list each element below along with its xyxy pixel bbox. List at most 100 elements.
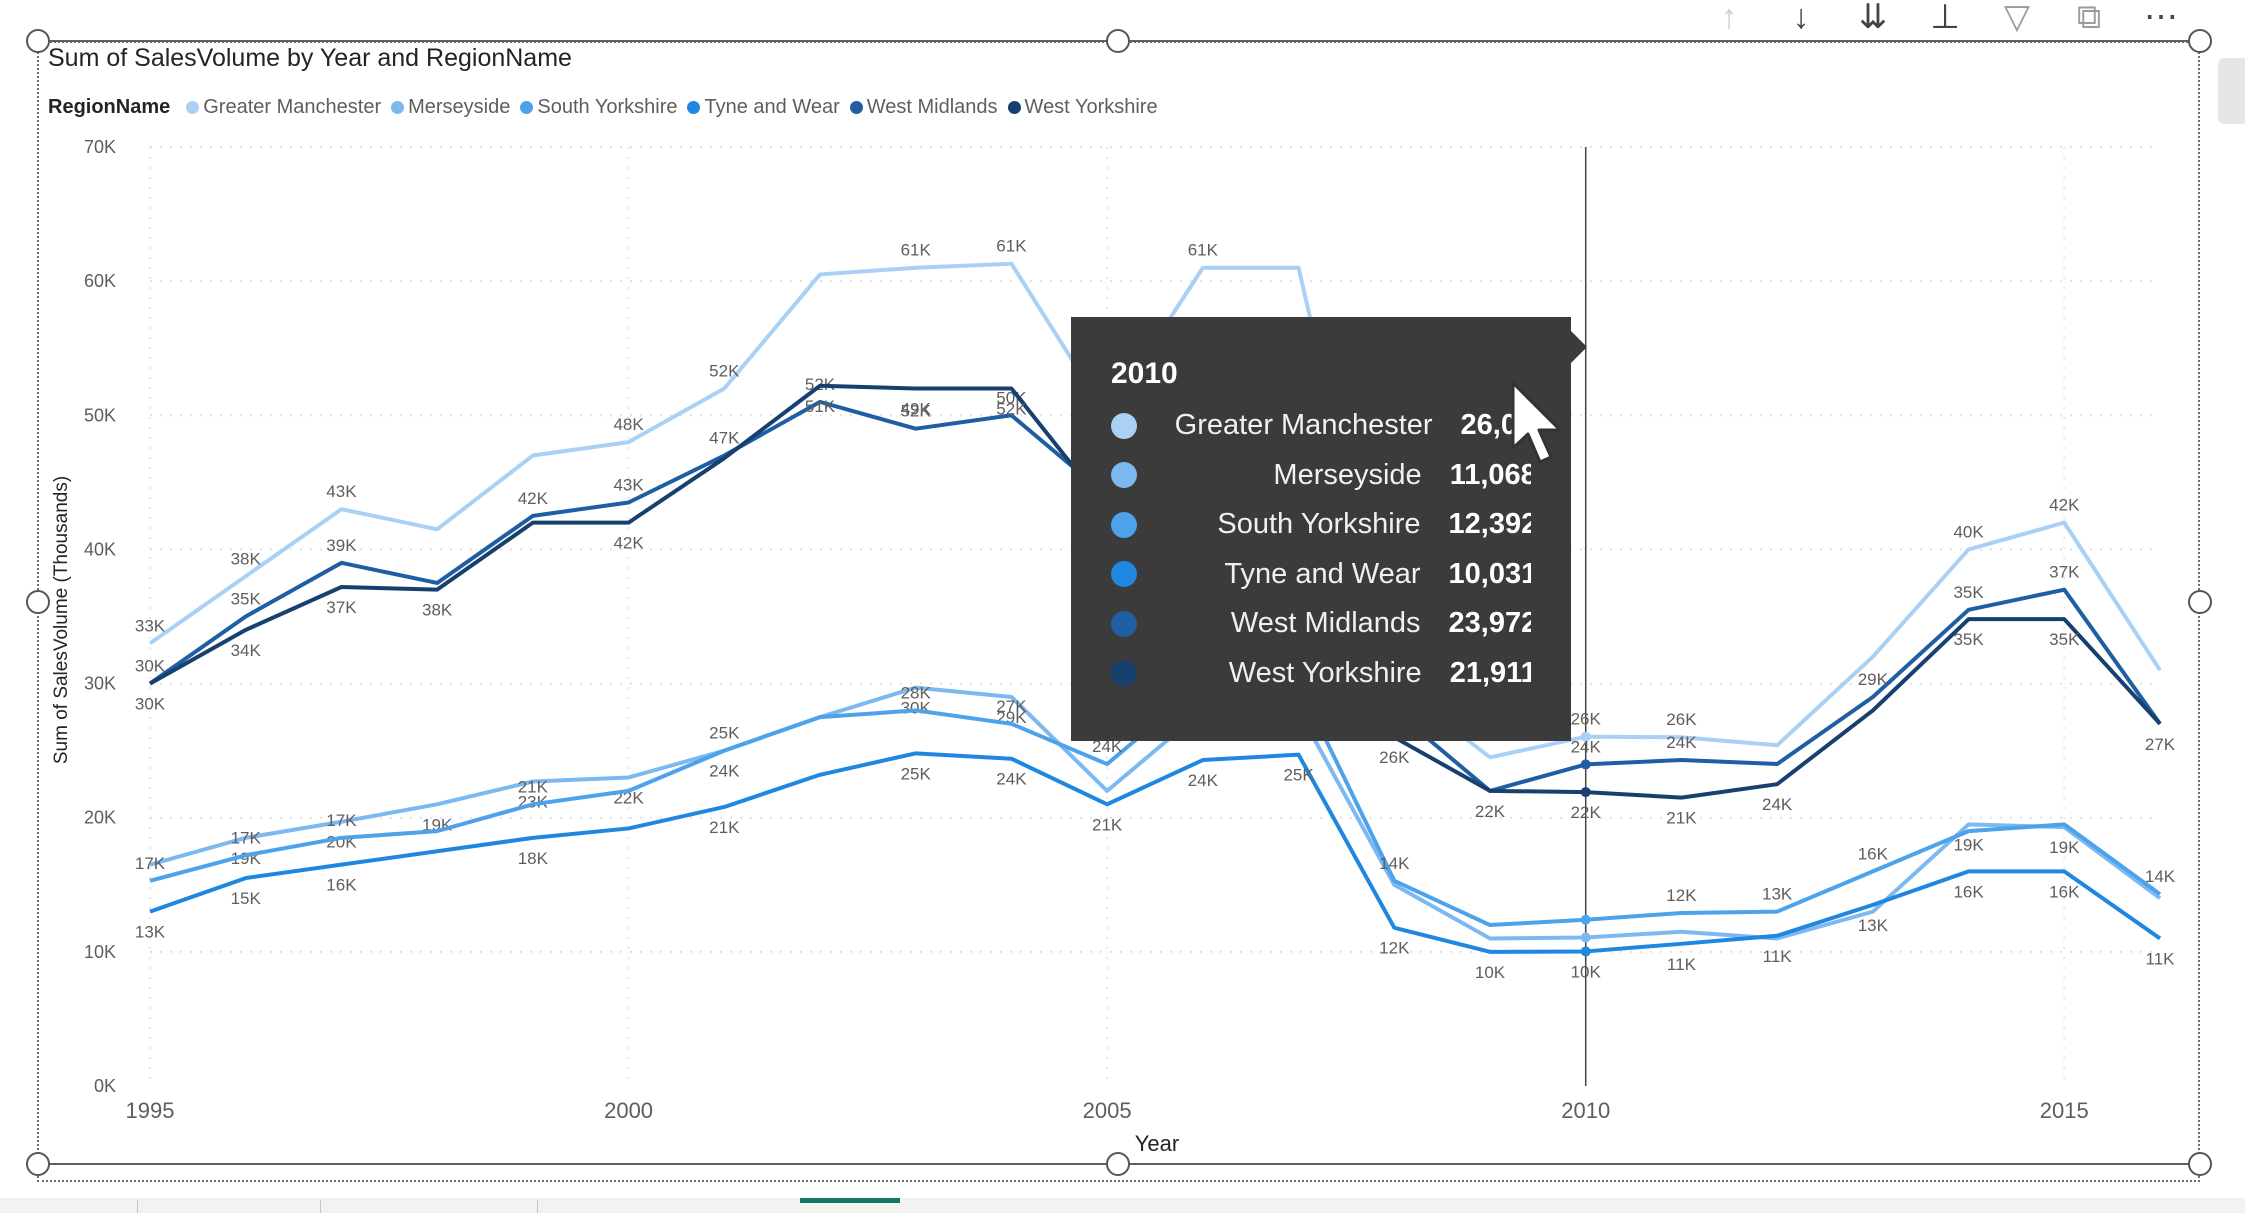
legend-marker-icon bbox=[520, 101, 534, 114]
legend-item[interactable]: West Yorkshire bbox=[1007, 96, 1158, 119]
data-label: 10K bbox=[1571, 962, 1602, 981]
data-point bbox=[1580, 731, 1591, 742]
tooltip-series-name: Greater Manchester bbox=[1174, 409, 1433, 442]
filters-pane-tab[interactable] bbox=[2218, 58, 2245, 124]
tooltip-series-marker-icon bbox=[1111, 511, 1137, 538]
x-tick-label: 2000 bbox=[604, 1098, 653, 1123]
data-point bbox=[1580, 932, 1591, 943]
tooltip-series-marker-icon bbox=[1111, 660, 1137, 687]
data-label: 22K bbox=[1571, 803, 1602, 822]
data-label: 10K bbox=[1475, 963, 1506, 982]
series-line-merseyside bbox=[149, 685, 2162, 941]
more-options-icon[interactable]: ⋯ bbox=[2144, 0, 2178, 36]
data-label: 17K bbox=[326, 811, 357, 830]
resize-handle-top-right[interactable] bbox=[2188, 29, 2212, 53]
data-point bbox=[1580, 759, 1591, 770]
focus-mode-icon[interactable]: ⧉ bbox=[2076, 0, 2102, 36]
data-label: 15K bbox=[231, 889, 262, 908]
data-label: 21K bbox=[518, 777, 549, 796]
data-label: 19K bbox=[2049, 838, 2080, 857]
data-label: 17K bbox=[231, 828, 262, 847]
expand-hierarchy-icon[interactable]: ⊥ bbox=[1930, 0, 1960, 36]
legend-marker-icon bbox=[186, 101, 200, 114]
data-label: 24K bbox=[1092, 737, 1123, 756]
tooltip-series-value: 21,911 bbox=[1449, 656, 1531, 689]
resize-handle-bottom-left[interactable] bbox=[26, 1152, 50, 1176]
data-label: 33K bbox=[135, 616, 166, 635]
data-label: 39K bbox=[326, 536, 357, 555]
legend-item[interactable]: Merseyside bbox=[391, 96, 510, 119]
data-label: 25K bbox=[709, 724, 740, 743]
data-label: 40K bbox=[1953, 522, 1984, 541]
data-label: 35K bbox=[1953, 630, 1984, 649]
legend-item[interactable]: Tyne and Wear bbox=[687, 96, 840, 119]
resize-handle-bottom-center[interactable] bbox=[1106, 1152, 1130, 1176]
data-label: 49K bbox=[901, 399, 932, 418]
data-label: 18K bbox=[518, 849, 549, 868]
y-tick-label: 60K bbox=[84, 271, 116, 291]
data-label: 25K bbox=[901, 764, 932, 783]
legend-item[interactable]: West Midlands bbox=[849, 96, 998, 119]
data-label: 26K bbox=[1571, 710, 1602, 729]
data-point bbox=[1580, 787, 1591, 798]
data-label: 42K bbox=[2049, 496, 2080, 515]
data-label: 38K bbox=[231, 549, 262, 568]
expand-all-icon[interactable]: ⇊ bbox=[1858, 0, 1888, 36]
tooltip-row: West Yorkshire 21,911 bbox=[1111, 649, 1531, 699]
legend-item[interactable]: Greater Manchester bbox=[186, 96, 381, 119]
tooltip-pointer bbox=[1571, 331, 1587, 363]
data-label: 26K bbox=[1666, 710, 1697, 729]
tooltip-row: South Yorkshire 12,392 bbox=[1111, 500, 1531, 550]
drill-down-icon[interactable]: ↓ bbox=[1792, 0, 1810, 36]
data-label: 37K bbox=[326, 598, 357, 617]
tooltip-series-marker-icon bbox=[1111, 412, 1137, 439]
x-tick-label: 2010 bbox=[1561, 1098, 1610, 1123]
data-label: 42K bbox=[518, 489, 549, 508]
legend-item-label: South Yorkshire bbox=[537, 96, 678, 118]
data-label: 61K bbox=[1188, 241, 1219, 260]
data-label: 16K bbox=[2049, 882, 2080, 901]
y-tick-label: 50K bbox=[84, 405, 116, 425]
legend-title: RegionName bbox=[48, 96, 171, 118]
legend-item[interactable]: South Yorkshire bbox=[520, 96, 677, 119]
data-label: 61K bbox=[996, 237, 1027, 256]
resize-handle-top-left[interactable] bbox=[26, 29, 50, 53]
data-label: 28K bbox=[901, 683, 932, 702]
y-tick-label: 20K bbox=[84, 808, 116, 828]
y-tick-label: 40K bbox=[84, 539, 116, 559]
data-label: 52K bbox=[996, 399, 1027, 418]
data-point bbox=[1580, 946, 1591, 957]
tooltip-series-value: 23,972 bbox=[1448, 607, 1531, 640]
data-label: 48K bbox=[613, 415, 644, 434]
data-label: 50K bbox=[996, 388, 1027, 407]
data-label: 38K bbox=[422, 601, 453, 620]
data-label: 52K bbox=[901, 402, 932, 421]
legend-marker-icon bbox=[391, 101, 405, 114]
data-label: 17K bbox=[135, 854, 166, 873]
data-label: 30K bbox=[135, 657, 166, 676]
data-label: 22K bbox=[1475, 802, 1506, 821]
data-label: 13K bbox=[135, 923, 166, 942]
data-label: 35K bbox=[231, 590, 262, 609]
data-label: 35K bbox=[2049, 630, 2080, 649]
data-label: 35K bbox=[1953, 583, 1984, 602]
drill-up-icon[interactable]: ↑ bbox=[1720, 0, 1738, 36]
tooltip: 2010 Greater Manchester 26,04 Merseyside 11… bbox=[1071, 317, 1587, 741]
tooltip-series-marker-icon bbox=[1111, 610, 1137, 637]
tooltip-row: Greater Manchester 26,04 bbox=[1111, 401, 1531, 451]
data-label: 34K bbox=[231, 641, 262, 660]
data-label: 21K bbox=[709, 818, 740, 837]
resize-handle-top-center[interactable] bbox=[1106, 29, 1130, 53]
resize-handle-left[interactable] bbox=[26, 590, 50, 614]
y-tick-label: 30K bbox=[84, 674, 116, 694]
series-line-tyne-and-wear bbox=[149, 751, 2162, 954]
resize-handle-right[interactable] bbox=[2188, 590, 2212, 614]
data-label: 24K bbox=[1762, 795, 1793, 814]
data-label: 61K bbox=[901, 241, 932, 260]
resize-handle-bottom-right[interactable] bbox=[2188, 1152, 2212, 1176]
filter-icon[interactable]: ▽ bbox=[2003, 0, 2031, 36]
data-label: 21K bbox=[1666, 809, 1697, 828]
data-label: 24K bbox=[996, 770, 1027, 789]
active-page-tab[interactable] bbox=[800, 1198, 900, 1203]
